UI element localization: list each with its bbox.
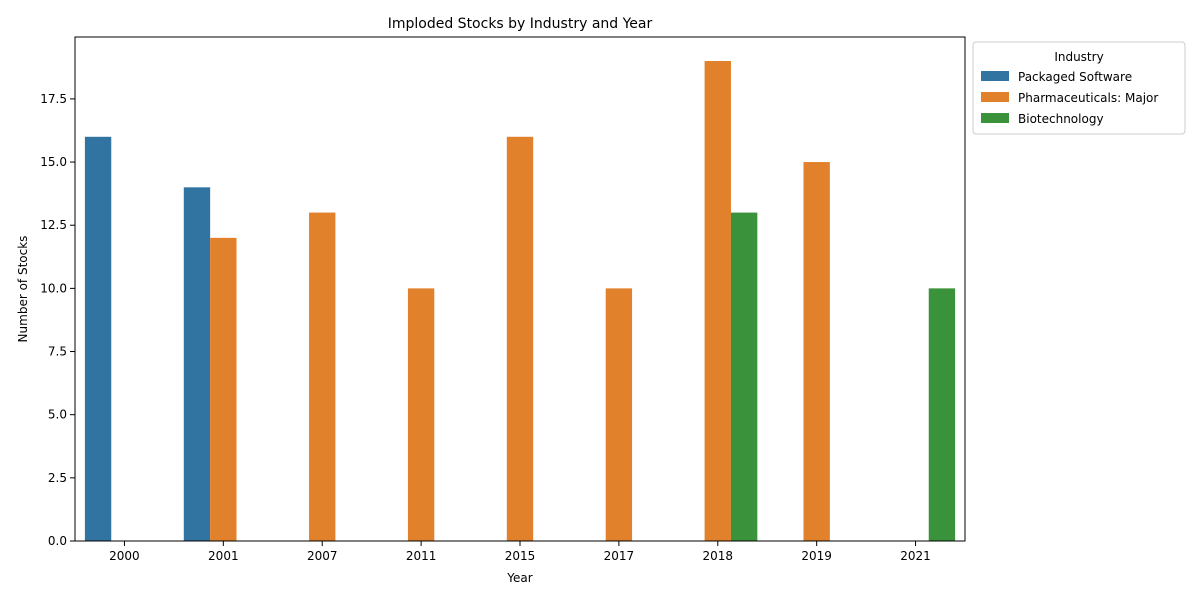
x-tick-label: 2007: [307, 549, 338, 563]
y-tick-label: 15.0: [40, 155, 67, 169]
x-tick-label: 2018: [703, 549, 734, 563]
x-tick-label: 2011: [406, 549, 437, 563]
y-tick-label: 12.5: [40, 218, 67, 232]
legend-swatch: [981, 71, 1009, 81]
y-tick-label: 2.5: [48, 471, 67, 485]
bar-2007-series-1: [309, 212, 336, 541]
legend-label: Biotechnology: [1018, 112, 1104, 126]
bar-2015-series-1: [506, 136, 534, 542]
legend-swatch: [981, 113, 1009, 123]
y-axis: 0.0 2.5 5.0 7.5 10.0 12.5 15.0 17.5: [40, 92, 75, 548]
legend-frame: [972, 41, 1186, 135]
x-axis: 2000 2001 2007 2011 2015 2017 2018 2019 2021: [109, 541, 931, 563]
bar-2017-series-1: [605, 288, 633, 541]
legend-title: Industry: [1054, 50, 1103, 64]
y-tick-label: 17.5: [40, 92, 67, 106]
legend-label: Packaged Software: [1018, 70, 1132, 84]
y-tick-label: 10.0: [40, 281, 67, 295]
x-tick-label: 2000: [109, 549, 140, 563]
y-tick-label: 0.0: [48, 534, 67, 548]
y-axis-label: Number of Stocks: [16, 236, 30, 343]
y-tick-label: 5.0: [48, 408, 67, 422]
x-tick-label: 2021: [900, 549, 931, 563]
legend-items: Packaged Software Pharmaceuticals: Major B…: [981, 70, 1158, 126]
bar-2011-series-1: [407, 288, 435, 541]
x-tick-label: 2001: [208, 549, 239, 563]
bars-layer: [84, 61, 956, 542]
x-tick-label: 2017: [604, 549, 635, 563]
bar-2001-series-1: [210, 237, 237, 541]
bar-2018-series-1: [704, 61, 731, 541]
legend-swatch: [981, 92, 1009, 102]
x-axis-label: Year: [506, 571, 532, 585]
legend-label: Pharmaceuticals: Major: [1018, 91, 1158, 105]
y-tick-label: 7.5: [48, 345, 67, 359]
bar-2000-series-0: [84, 136, 112, 542]
chart-title: Imploded Stocks by Industry and Year: [388, 16, 653, 32]
x-tick-label: 2019: [801, 549, 832, 563]
bar-2021-series-2: [928, 288, 956, 541]
plot-frame: [74, 36, 966, 542]
bar-2018-series-2: [730, 212, 758, 541]
legend: Industry Packaged Software Pharmaceutical…: [972, 41, 1186, 135]
x-tick-label: 2015: [505, 549, 536, 563]
bar-2001-series-0: [183, 187, 211, 541]
bar-2019-series-1: [803, 162, 830, 542]
